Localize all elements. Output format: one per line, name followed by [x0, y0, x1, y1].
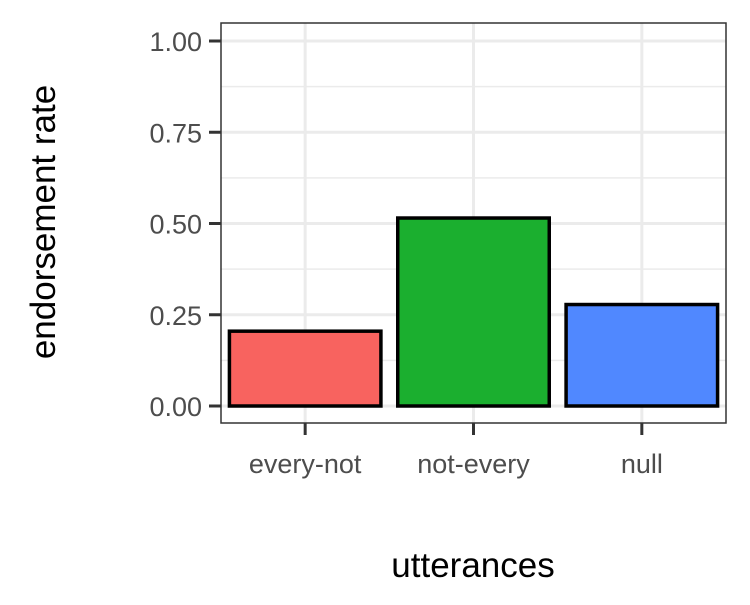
y-tick-label: 1.00 [149, 27, 202, 57]
x-tick-label: null [621, 449, 663, 479]
x-tick-label: not-every [417, 449, 530, 479]
bar-not-every [396, 216, 551, 408]
x-tick-label: every-not [249, 449, 362, 479]
y-tick-label: 0.25 [149, 301, 202, 331]
y-axis-title: endorsement rate [24, 85, 63, 359]
bars [227, 216, 720, 408]
bar-null [564, 302, 720, 408]
x-axis: every-not not-every null [249, 423, 663, 479]
x-axis-title: utterances [391, 546, 554, 585]
bar-every-not [227, 329, 383, 408]
y-tick-label: 0.50 [149, 210, 202, 240]
y-tick-label: 0.75 [149, 118, 202, 148]
y-axis: 0.00 0.25 0.50 0.75 1.00 [149, 27, 221, 422]
y-tick-label: 0.00 [149, 392, 202, 422]
